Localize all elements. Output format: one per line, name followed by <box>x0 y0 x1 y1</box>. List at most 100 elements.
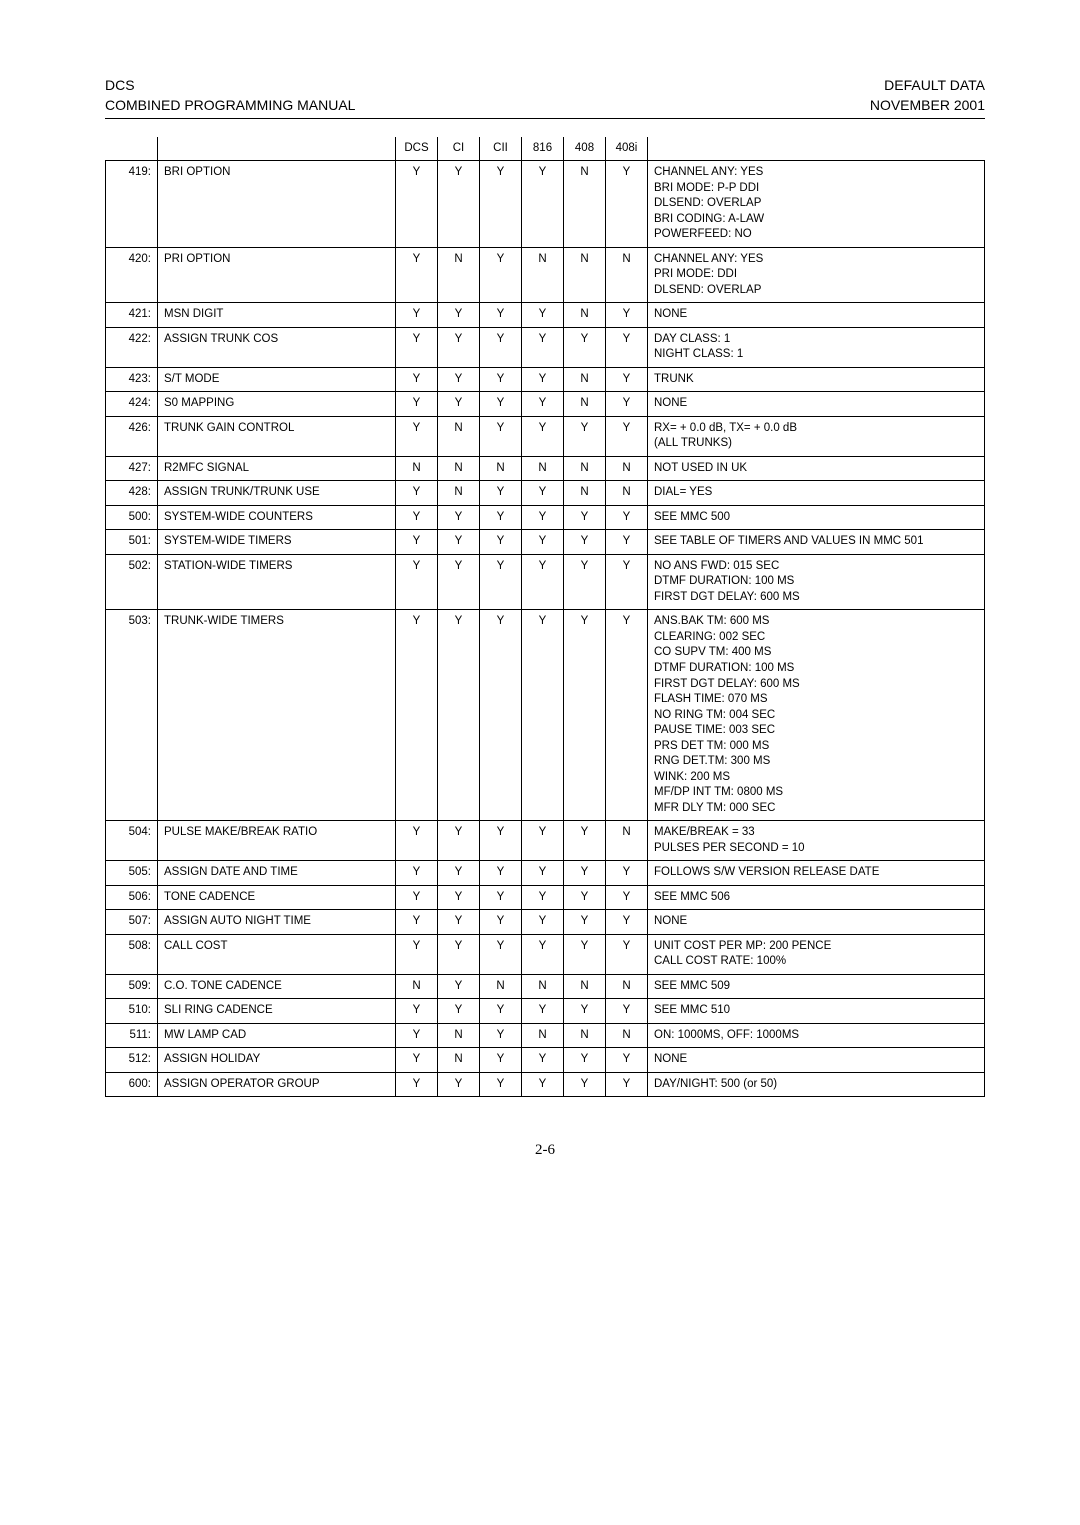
col-ci: CI <box>438 137 480 161</box>
row-name: ASSIGN TRUNK COS <box>158 327 396 367</box>
row-816: Y <box>522 505 564 530</box>
row-408: N <box>564 481 606 506</box>
row-cii: Y <box>480 161 522 248</box>
row-name: S/T MODE <box>158 367 396 392</box>
row-cii: Y <box>480 610 522 821</box>
row-cii: Y <box>480 530 522 555</box>
row-408: Y <box>564 821 606 861</box>
row-id: 508: <box>106 934 158 974</box>
row-name: ASSIGN OPERATOR GROUP <box>158 1072 396 1097</box>
row-408: N <box>564 247 606 303</box>
table-row: 505:ASSIGN DATE AND TIMEYYYYYYFOLLOWS S/… <box>106 861 985 886</box>
row-id: 421: <box>106 303 158 328</box>
row-ci: N <box>438 456 480 481</box>
row-notes: NO ANS FWD: 015 SECDTMF DURATION: 100 MS… <box>648 554 985 610</box>
row-408i: Y <box>606 416 648 456</box>
row-816: Y <box>522 554 564 610</box>
row-id: 420: <box>106 247 158 303</box>
page-number: 2-6 <box>105 1142 985 1159</box>
row-id: 428: <box>106 481 158 506</box>
header-right: DEFAULT DATA NOVEMBER 2001 <box>870 75 985 116</box>
row-id: 501: <box>106 530 158 555</box>
row-ci: Y <box>438 934 480 974</box>
row-notes: UNIT COST PER MP: 200 PENCECALL COST RAT… <box>648 934 985 974</box>
row-408i: N <box>606 974 648 999</box>
row-dcs: Y <box>396 999 438 1024</box>
col-816: 816 <box>522 137 564 161</box>
row-ci: Y <box>438 610 480 821</box>
row-id: 512: <box>106 1048 158 1073</box>
row-id: 423: <box>106 367 158 392</box>
row-name: SYSTEM-WIDE TIMERS <box>158 530 396 555</box>
row-id: 502: <box>106 554 158 610</box>
row-408i: Y <box>606 1048 648 1073</box>
row-dcs: Y <box>396 861 438 886</box>
row-816: N <box>522 456 564 481</box>
row-dcs: Y <box>396 481 438 506</box>
row-name: STATION-WIDE TIMERS <box>158 554 396 610</box>
row-id: 422: <box>106 327 158 367</box>
row-408i: Y <box>606 1072 648 1097</box>
row-816: Y <box>522 1048 564 1073</box>
col-408i: 408i <box>606 137 648 161</box>
row-dcs: Y <box>396 303 438 328</box>
row-cii: N <box>480 974 522 999</box>
row-ci: N <box>438 247 480 303</box>
row-408: Y <box>564 861 606 886</box>
row-408i: Y <box>606 530 648 555</box>
row-dcs: Y <box>396 247 438 303</box>
row-408: N <box>564 456 606 481</box>
row-408i: N <box>606 456 648 481</box>
row-816: Y <box>522 367 564 392</box>
row-ci: Y <box>438 505 480 530</box>
row-408: Y <box>564 530 606 555</box>
row-408i: Y <box>606 161 648 248</box>
row-id: 426: <box>106 416 158 456</box>
row-408: Y <box>564 1072 606 1097</box>
row-ci: Y <box>438 861 480 886</box>
row-id: 419: <box>106 161 158 248</box>
row-cii: Y <box>480 861 522 886</box>
row-816: Y <box>522 610 564 821</box>
row-816: Y <box>522 910 564 935</box>
row-dcs: Y <box>396 934 438 974</box>
row-name: ASSIGN HOLIDAY <box>158 1048 396 1073</box>
row-ci: Y <box>438 974 480 999</box>
row-notes: MAKE/BREAK = 33PULSES PER SECOND = 10 <box>648 821 985 861</box>
row-408: N <box>564 974 606 999</box>
row-cii: Y <box>480 247 522 303</box>
row-cii: Y <box>480 303 522 328</box>
row-ci: Y <box>438 821 480 861</box>
table-row: 600:ASSIGN OPERATOR GROUPYYYYYYDAY/NIGHT… <box>106 1072 985 1097</box>
row-cii: Y <box>480 1023 522 1048</box>
header-right-line2: NOVEMBER 2001 <box>870 95 985 115</box>
row-id: 600: <box>106 1072 158 1097</box>
row-name: MW LAMP CAD <box>158 1023 396 1048</box>
row-408i: N <box>606 481 648 506</box>
header-left: DCS COMBINED PROGRAMMING MANUAL <box>105 75 355 116</box>
row-408i: Y <box>606 861 648 886</box>
row-816: Y <box>522 861 564 886</box>
row-816: Y <box>522 1072 564 1097</box>
row-name: ASSIGN AUTO NIGHT TIME <box>158 910 396 935</box>
table-row: 504:PULSE MAKE/BREAK RATIOYYYYYNMAKE/BRE… <box>106 821 985 861</box>
row-notes: SEE MMC 500 <box>648 505 985 530</box>
row-notes: RX= + 0.0 dB, TX= + 0.0 dB(ALL TRUNKS) <box>648 416 985 456</box>
table-row: 424:S0 MAPPINGYYYYNYNONE <box>106 392 985 417</box>
row-408i: N <box>606 247 648 303</box>
col-408: 408 <box>564 137 606 161</box>
row-cii: Y <box>480 367 522 392</box>
row-dcs: Y <box>396 610 438 821</box>
row-name: ASSIGN TRUNK/TRUNK USE <box>158 481 396 506</box>
row-name: BRI OPTION <box>158 161 396 248</box>
row-408i: Y <box>606 554 648 610</box>
row-name: TRUNK-WIDE TIMERS <box>158 610 396 821</box>
row-408: Y <box>564 999 606 1024</box>
row-name: ASSIGN DATE AND TIME <box>158 861 396 886</box>
row-cii: Y <box>480 481 522 506</box>
row-dcs: Y <box>396 821 438 861</box>
row-408: Y <box>564 1048 606 1073</box>
row-cii: Y <box>480 392 522 417</box>
row-cii: Y <box>480 1048 522 1073</box>
row-notes: CHANNEL ANY: YESBRI MODE: P-P DDIDLSEND:… <box>648 161 985 248</box>
